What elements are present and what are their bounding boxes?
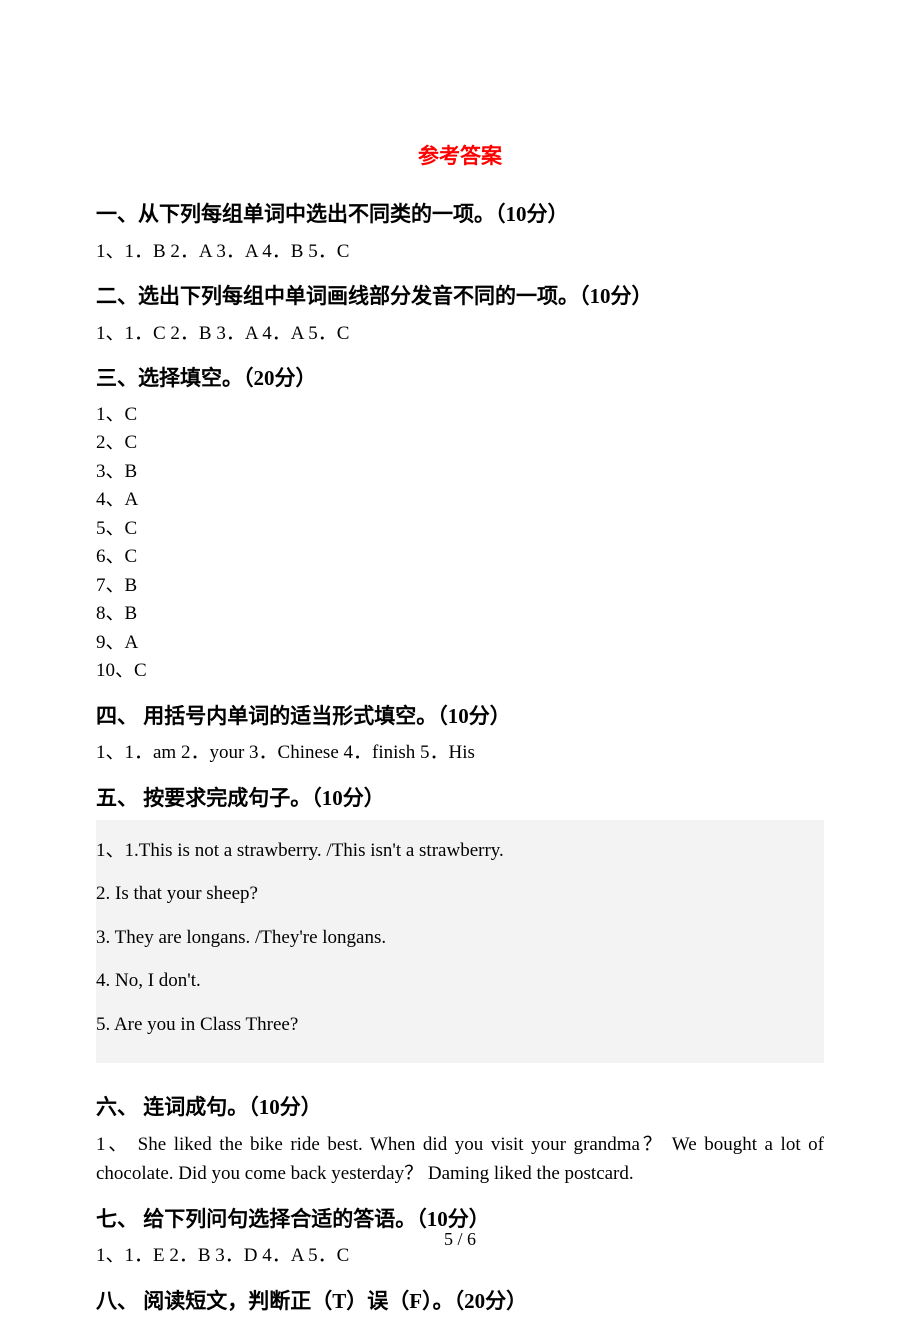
section-3-item: 7、B — [96, 572, 824, 601]
section-5-item: 4. No, I don't. — [96, 966, 824, 995]
section-3-item: 6、C — [96, 543, 824, 572]
section-4-heading: 四、 用括号内单词的适当形式填空。（10分） — [96, 700, 824, 733]
section-3-item: 10、C — [96, 657, 824, 686]
section-6-paragraph: 1、 She liked the bike ride best. When di… — [96, 1130, 824, 1189]
section-2-heading: 二、选出下列每组中单词画线部分发音不同的一项。（10分） — [96, 280, 824, 313]
section-5-item: 3. They are longans. /They're longans. — [96, 923, 824, 952]
page-number: 5 / 6 — [0, 1229, 920, 1250]
section-5-item: 1、1.This is not a strawberry. /This isn'… — [96, 836, 824, 865]
section-5-item: 5. Are you in Class Three? — [96, 1010, 824, 1039]
section-1-heading: 一、从下列每组单词中选出不同类的一项。（10分） — [96, 198, 824, 231]
section-3-item: 9、A — [96, 629, 824, 658]
section-3-item: 8、B — [96, 600, 824, 629]
section-5-item: 2. Is that your sheep? — [96, 879, 824, 908]
section-5-answers-block: 1、1.This is not a strawberry. /This isn'… — [96, 820, 824, 1063]
section-3-item: 2、C — [96, 429, 824, 458]
section-1-answers: 1、1．B 2．A 3．A 4．B 5．C — [96, 237, 824, 266]
section-6-heading: 六、 连词成句。（10分） — [96, 1091, 824, 1124]
section-4-answers: 1、1．am 2．your 3．Chinese 4．finish 5．His — [96, 738, 824, 767]
section-3-answers: 1、C 2、C 3、B 4、A 5、C 6、C 7、B 8、B 9、A 10、C — [96, 401, 824, 686]
document-page: 参考答案 一、从下列每组单词中选出不同类的一项。（10分） 1、1．B 2．A … — [0, 0, 920, 1302]
section-2-answers: 1、1．C 2．B 3．A 4．A 5．C — [96, 319, 824, 348]
page-title: 参考答案 — [96, 140, 824, 170]
section-8-heading: 八、 阅读短文，判断正（T）误（F）。（20分） — [96, 1285, 824, 1317]
section-3-item: 5、C — [96, 515, 824, 544]
section-5-heading: 五、 按要求完成句子。（10分） — [96, 782, 824, 815]
section-3-heading: 三、选择填空。（20分） — [96, 362, 824, 395]
section-3-item: 1、C — [96, 401, 824, 430]
section-3-item: 3、B — [96, 458, 824, 487]
section-3-item: 4、A — [96, 486, 824, 515]
